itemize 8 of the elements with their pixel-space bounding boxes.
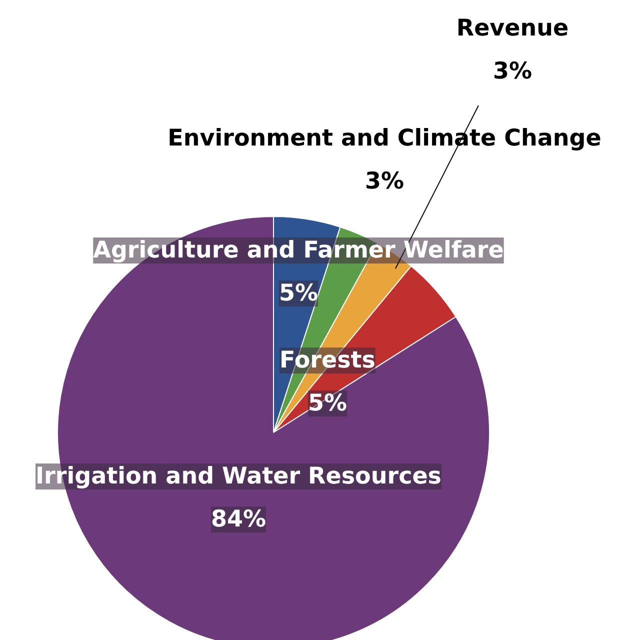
slice-label: Revenue — [456, 16, 569, 42]
data-label: 3% — [364, 168, 404, 194]
slice-label: Forests — [280, 348, 376, 374]
data-label: 3% — [492, 58, 532, 84]
slice-label: Irrigation and Water Resources — [36, 464, 442, 490]
data-label: 5% — [308, 390, 348, 416]
data-label: 5% — [278, 280, 318, 306]
data-label: 84% — [210, 506, 266, 532]
